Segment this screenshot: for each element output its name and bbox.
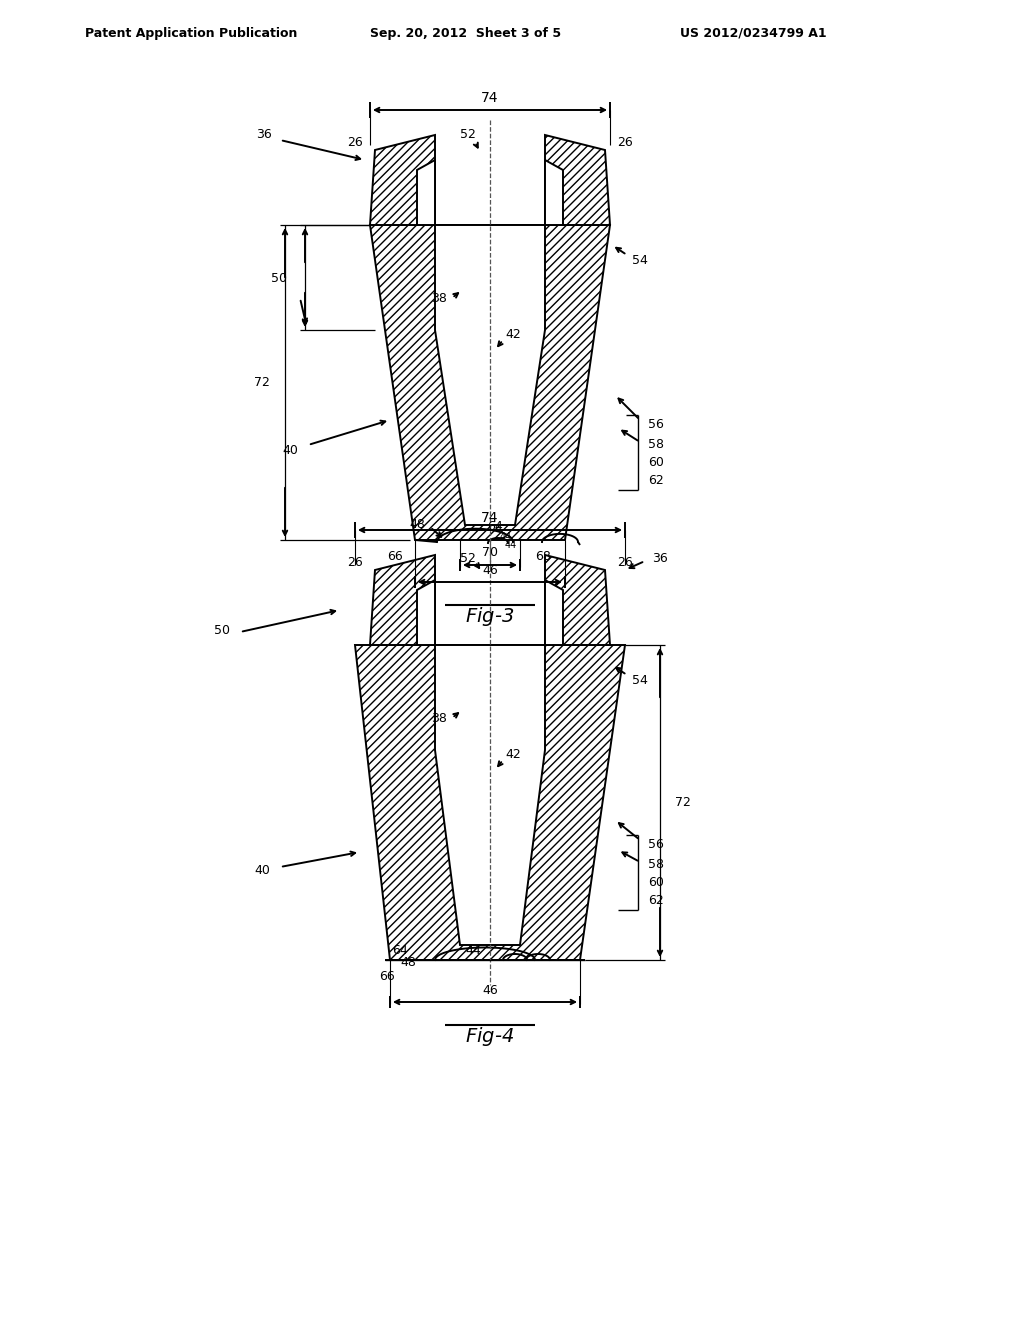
Polygon shape (417, 579, 435, 645)
Text: 58: 58 (648, 438, 664, 451)
Polygon shape (545, 135, 610, 224)
Polygon shape (417, 160, 435, 224)
Text: 44: 44 (500, 532, 512, 543)
Text: 42: 42 (505, 329, 521, 342)
Text: 46: 46 (482, 564, 498, 577)
Polygon shape (545, 579, 563, 645)
Text: 54: 54 (632, 673, 648, 686)
Text: 44: 44 (465, 944, 480, 957)
Text: 64: 64 (392, 944, 408, 957)
Text: 68: 68 (535, 550, 551, 564)
Text: 26: 26 (617, 136, 633, 149)
Polygon shape (545, 160, 563, 224)
Text: 26: 26 (617, 556, 633, 569)
Text: 64: 64 (487, 520, 503, 533)
Polygon shape (370, 224, 610, 540)
Text: 36: 36 (652, 552, 668, 565)
Text: 66: 66 (387, 550, 403, 564)
Text: 56: 56 (648, 418, 664, 432)
Polygon shape (370, 135, 435, 224)
Text: $\mathit{Fig}$-4: $\mathit{Fig}$-4 (466, 1026, 514, 1048)
Text: 54: 54 (632, 253, 648, 267)
Text: 56: 56 (648, 838, 664, 851)
Polygon shape (435, 645, 545, 945)
Text: 42: 42 (505, 748, 521, 762)
Polygon shape (355, 645, 625, 960)
Text: 44: 44 (505, 540, 517, 550)
Text: 52: 52 (460, 128, 476, 141)
Text: Patent Application Publication: Patent Application Publication (85, 26, 297, 40)
Polygon shape (370, 554, 435, 645)
Text: 50: 50 (214, 623, 230, 636)
Text: 38: 38 (431, 292, 447, 305)
Text: 50: 50 (271, 272, 287, 285)
Text: 38: 38 (431, 711, 447, 725)
Text: $\mathit{Fig}$-3: $\mathit{Fig}$-3 (465, 605, 515, 628)
Text: 60: 60 (648, 875, 664, 888)
Polygon shape (545, 554, 610, 645)
Text: 26: 26 (347, 136, 362, 149)
Text: US 2012/0234799 A1: US 2012/0234799 A1 (680, 26, 826, 40)
Text: 40: 40 (254, 863, 270, 876)
Text: 46: 46 (482, 983, 498, 997)
Text: 48: 48 (400, 956, 416, 969)
Polygon shape (435, 224, 545, 525)
Text: 70: 70 (482, 546, 498, 560)
Text: 40: 40 (283, 444, 298, 457)
Text: 72: 72 (254, 376, 270, 389)
Text: Sep. 20, 2012  Sheet 3 of 5: Sep. 20, 2012 Sheet 3 of 5 (370, 26, 561, 40)
Text: 74: 74 (481, 91, 499, 106)
Text: 58: 58 (648, 858, 664, 871)
Text: 48: 48 (410, 519, 425, 532)
Text: 36: 36 (256, 128, 272, 141)
Text: 74: 74 (481, 511, 499, 525)
Text: 52: 52 (460, 552, 476, 565)
Text: 60: 60 (648, 455, 664, 469)
Text: 62: 62 (648, 894, 664, 907)
Text: 26: 26 (347, 556, 362, 569)
Text: 66: 66 (379, 970, 395, 983)
Text: 72: 72 (675, 796, 691, 809)
Text: 62: 62 (648, 474, 664, 487)
